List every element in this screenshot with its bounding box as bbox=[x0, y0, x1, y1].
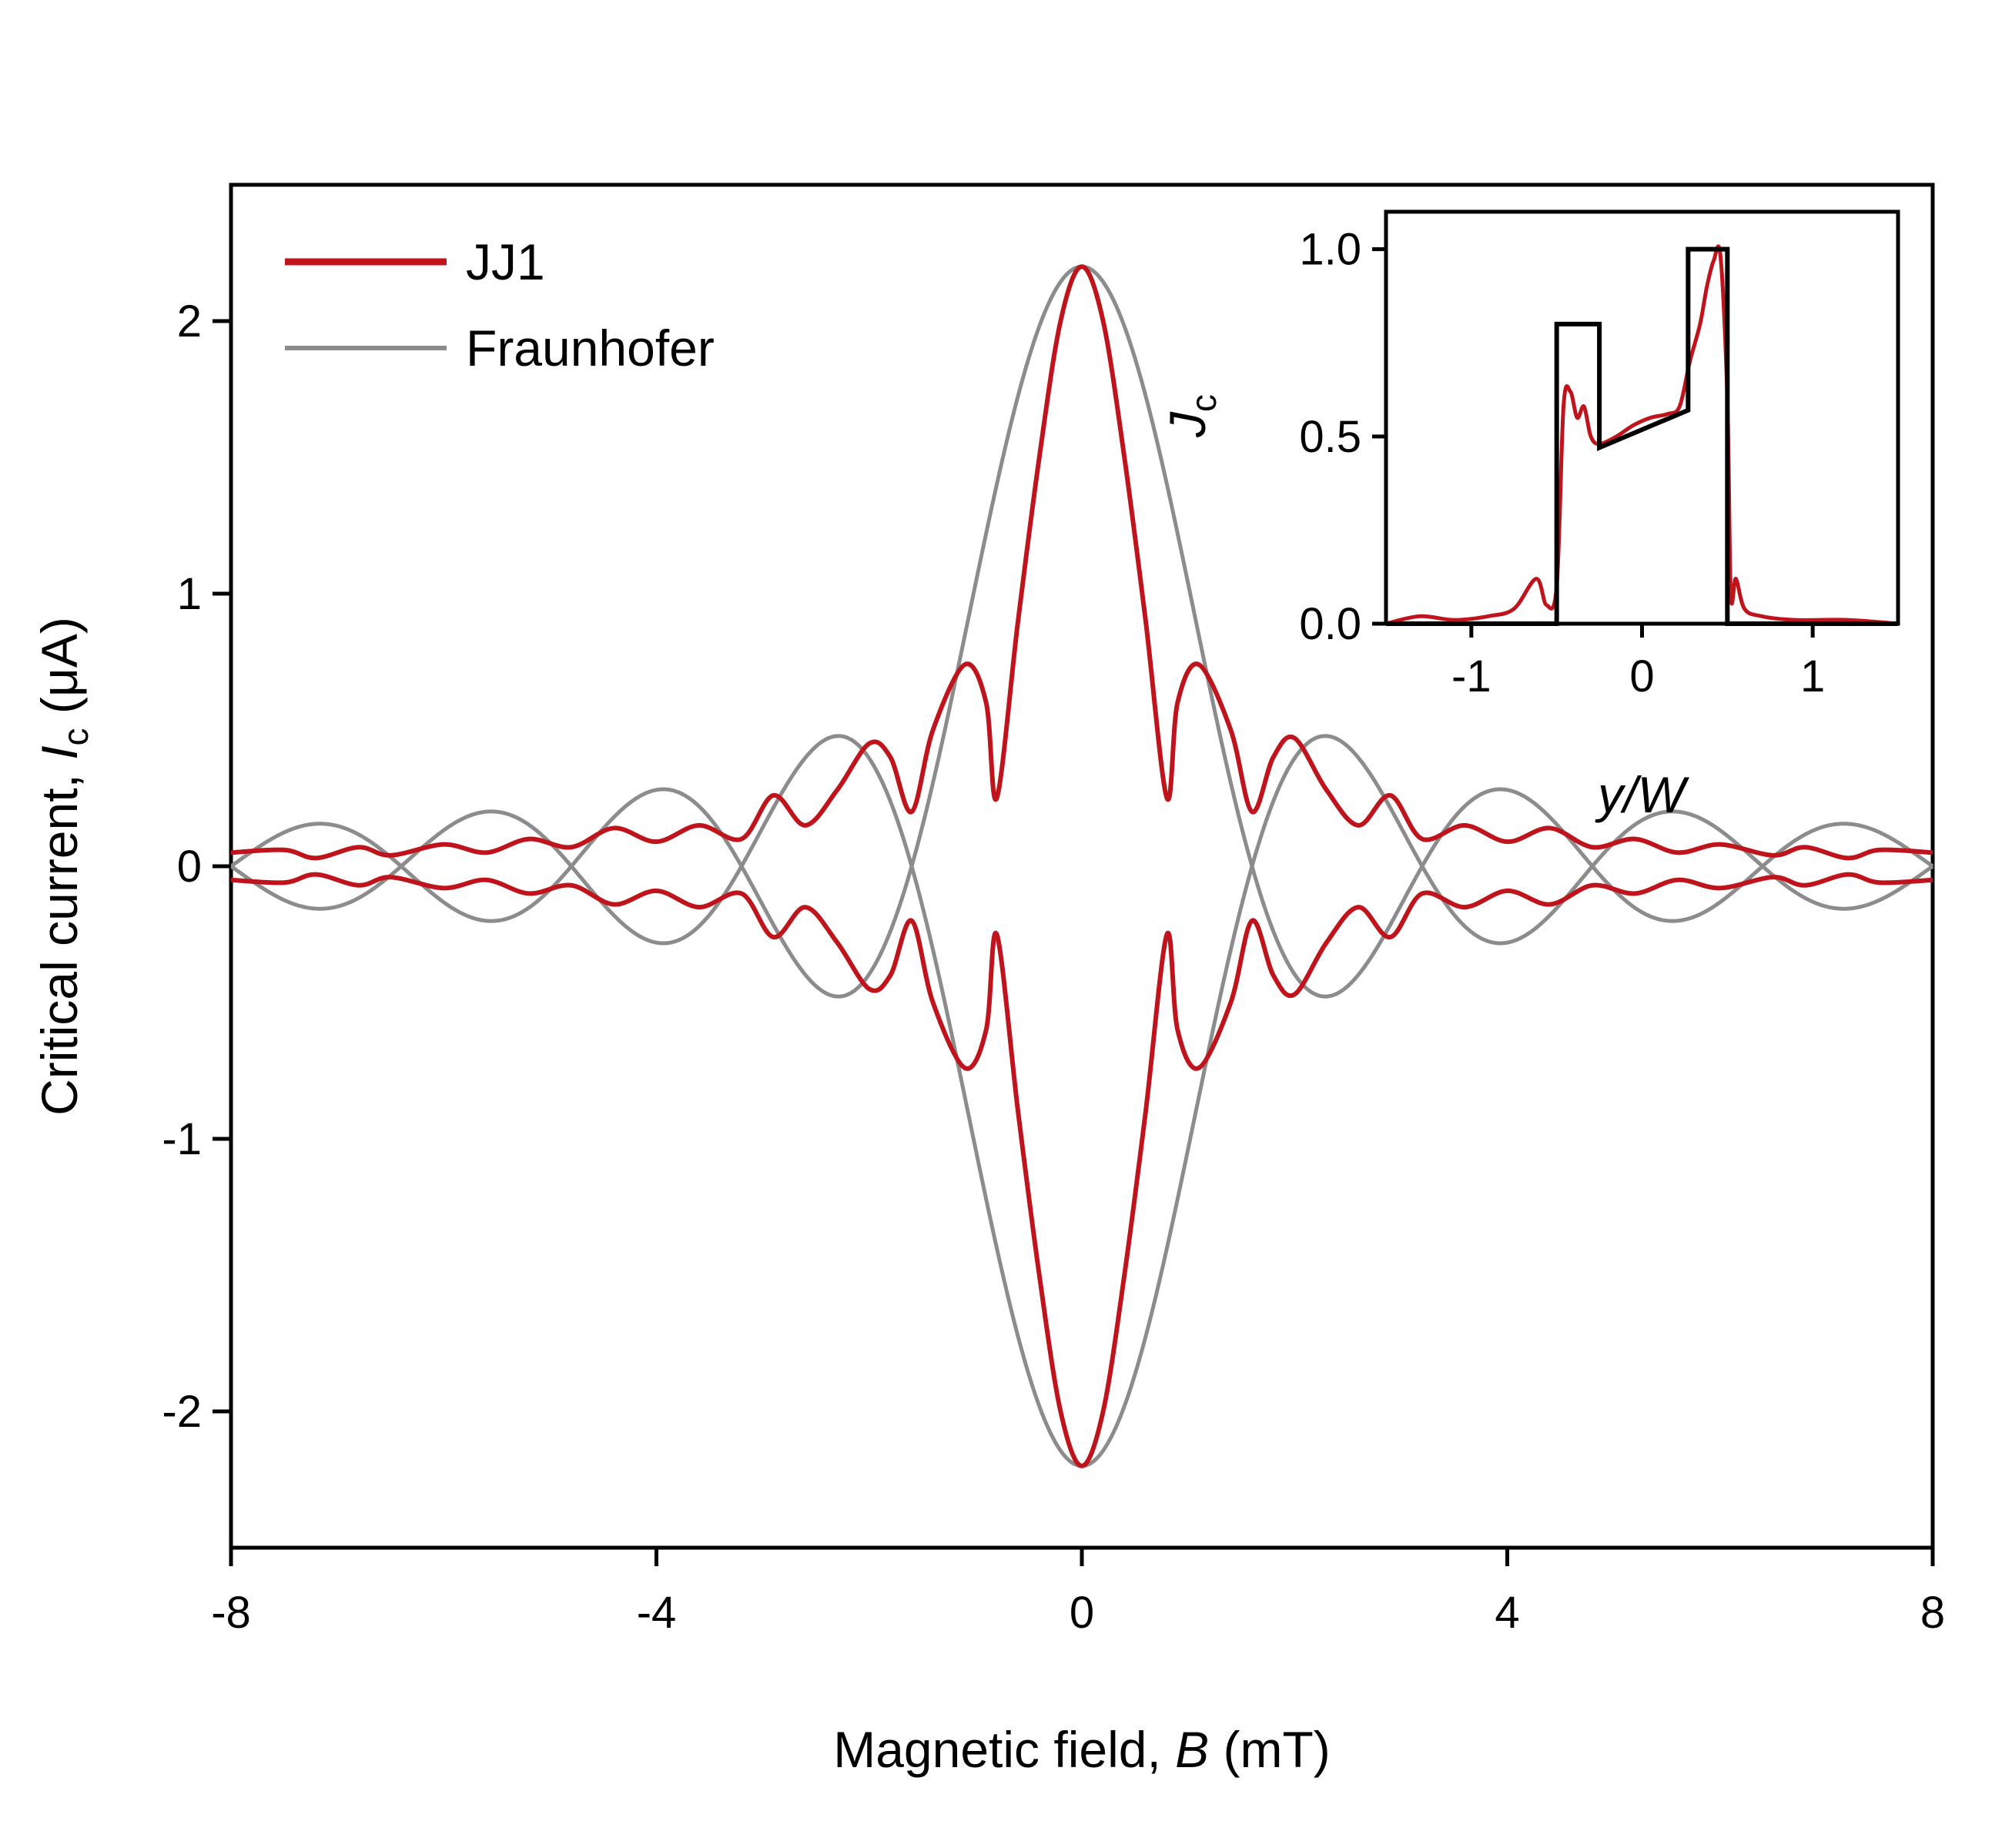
inset-y-ticks: 0.0 0.5 1.0 bbox=[1299, 225, 1386, 649]
inset-plot-frame bbox=[1384, 209, 1900, 626]
inset-y-axis-symbol: J bbox=[1159, 411, 1216, 438]
inset-x-tick-label: -1 bbox=[1451, 651, 1491, 701]
legend: JJ1 Fraunhofer bbox=[285, 233, 715, 377]
legend-label-jj1: JJ1 bbox=[466, 233, 545, 290]
inset-reconstruction-line bbox=[1385, 244, 1899, 626]
x-tick-label: 4 bbox=[1495, 1588, 1519, 1638]
main-series-group bbox=[229, 264, 1934, 1468]
fraunhofer-lower-line bbox=[229, 859, 1934, 1468]
inset-model-line bbox=[1386, 246, 1898, 626]
inset-y-axis-title: Jc bbox=[1159, 394, 1224, 438]
inset-y-tick-label: 1.0 bbox=[1299, 225, 1361, 275]
y-tick-label: 2 bbox=[177, 296, 202, 346]
x-axis-symbol: B bbox=[1175, 1721, 1209, 1778]
main-y-ticks: -2 -1 0 1 2 bbox=[162, 296, 231, 1437]
inset-y-tick-label: 0.0 bbox=[1299, 599, 1361, 649]
y-axis-symbol: I bbox=[31, 745, 88, 759]
x-tick-label: -4 bbox=[637, 1588, 677, 1638]
inset-x-ticks: -1 0 1 bbox=[1451, 624, 1825, 701]
main-x-ticks: -8 -4 0 4 8 bbox=[211, 1548, 1945, 1638]
y-tick-label: -1 bbox=[162, 1114, 202, 1164]
inset-x-axis-title: y/W bbox=[1595, 766, 1689, 823]
x-tick-label: 0 bbox=[1070, 1588, 1094, 1638]
jj1-lower-line bbox=[230, 872, 1933, 1468]
y-tick-label: -2 bbox=[162, 1387, 202, 1437]
y-tick-label: 0 bbox=[177, 842, 202, 892]
y-axis-subscript: c bbox=[55, 728, 95, 745]
legend-label-fraunhofer: Fraunhofer bbox=[466, 320, 715, 377]
inset-x-tick-label: 0 bbox=[1629, 651, 1654, 701]
main-plot: -8 -4 0 4 8 -2 -1 0 1 2 Magnetic field, B (mT) C… bbox=[31, 182, 1945, 1778]
inset-series-group bbox=[1385, 244, 1899, 626]
jj1-upper-line bbox=[230, 264, 1933, 861]
inset-plot: -1 0 1 0.0 0.5 1.0 y/W Jc bbox=[1159, 209, 1900, 823]
x-axis-title: Magnetic field, B (mT) bbox=[833, 1721, 1331, 1778]
inset-x-tick-label: 1 bbox=[1800, 651, 1825, 701]
x-tick-label: -8 bbox=[211, 1588, 251, 1638]
inset-y-axis-subscript: c bbox=[1183, 394, 1224, 412]
y-tick-label: 1 bbox=[177, 569, 202, 619]
y-axis-title: Critical current, Ic (μA) bbox=[31, 617, 95, 1116]
x-tick-label: 8 bbox=[1920, 1588, 1945, 1638]
inset-y-tick-label: 0.5 bbox=[1299, 412, 1361, 462]
